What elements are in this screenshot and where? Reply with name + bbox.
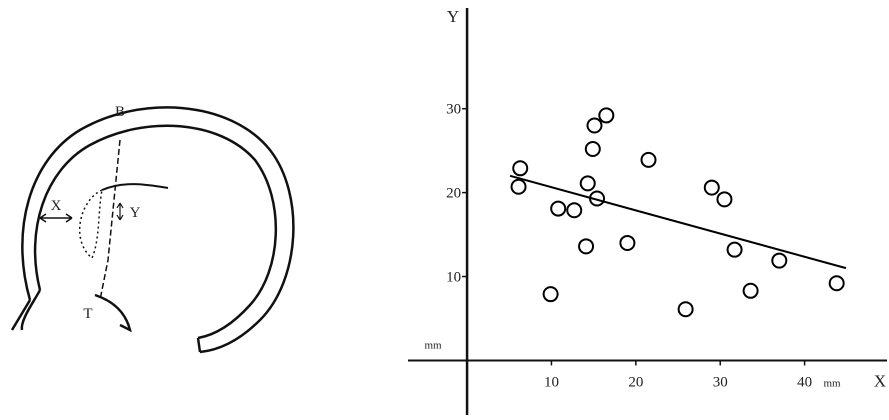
y-tick-label: 20: [446, 186, 461, 202]
y-unit: mm: [424, 339, 442, 351]
x-axis-label: X: [874, 371, 886, 390]
point: [586, 142, 600, 156]
skull-inner: [35, 126, 276, 338]
y-arrow: [117, 203, 123, 220]
skull-outer: [22, 107, 293, 352]
y-axis-label: Y: [447, 7, 459, 26]
surface: [102, 184, 168, 190]
point: [830, 276, 844, 290]
diagram-label: B: [115, 104, 125, 120]
scatter-plot: 10 20 30 40 10 20 30 Y Xmm mm: [408, 7, 887, 415]
x-tick-label: 40: [797, 374, 812, 390]
point: [620, 236, 634, 250]
y-tick-label: 10: [446, 270, 461, 286]
point: [567, 203, 581, 217]
x-tick-label: 20: [628, 374, 643, 390]
diagram-label: T: [83, 306, 92, 322]
skull-edge: [198, 338, 200, 352]
bt-line: [100, 140, 120, 300]
skull-diagram: [12, 107, 293, 352]
point: [744, 284, 758, 298]
point: [772, 254, 786, 268]
point: [717, 192, 731, 206]
diagram-label: Y: [130, 205, 141, 221]
x-tick-label: 30: [713, 374, 728, 390]
x-arrow: [40, 214, 72, 222]
point: [544, 287, 558, 301]
x-tick-label: 10: [544, 374, 559, 390]
point: [587, 118, 601, 132]
nose: [95, 295, 130, 330]
x-unit: mm: [823, 377, 841, 389]
point: [728, 243, 742, 257]
point: [642, 153, 656, 167]
point: [551, 202, 565, 216]
point: [679, 302, 693, 316]
point: [581, 176, 595, 190]
y-tick-label: 30: [446, 102, 461, 118]
figure: B X Y T 10 20 30 40 10 20 30 Y Xmm mm: [0, 0, 889, 415]
point: [705, 181, 719, 195]
fit-line: [510, 176, 846, 268]
diagram-label: X: [51, 198, 62, 214]
point: [512, 180, 526, 194]
point: [579, 239, 593, 253]
lesion: [80, 190, 102, 258]
point: [513, 161, 527, 175]
jaw: [12, 290, 40, 330]
point: [599, 108, 613, 122]
